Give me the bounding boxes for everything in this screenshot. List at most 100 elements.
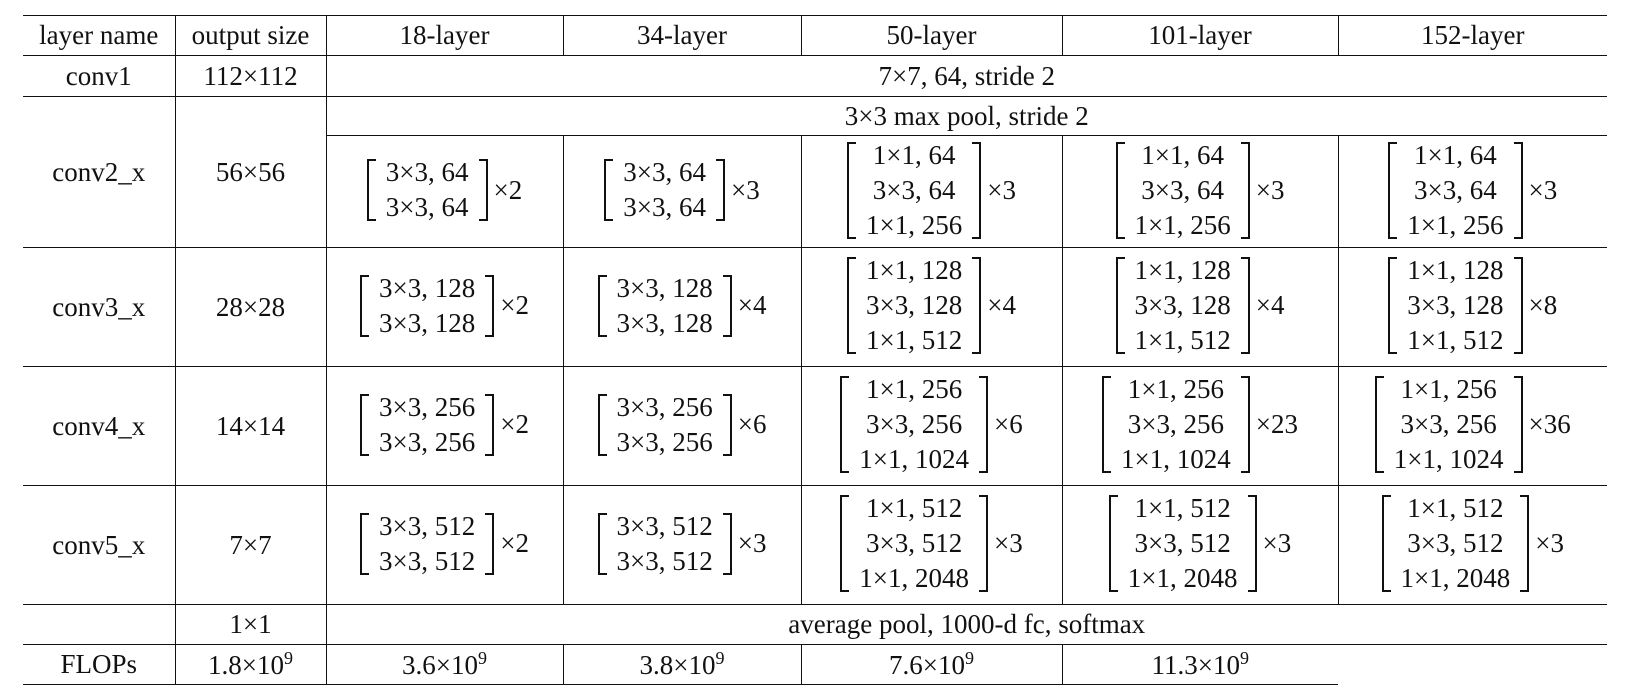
bracket-left [847, 257, 857, 354]
repeat: ×3 [737, 528, 767, 558]
conv-spec: 1×1, 64 [1141, 139, 1224, 170]
conv-spec: 3×3, 512 [866, 528, 963, 558]
flops-base: 3.8×10 [639, 650, 716, 680]
block-lines: 1×1, 256 3×3, 256 1×1, 1024 [1384, 372, 1514, 477]
conv-spec: 3×3, 64 [623, 157, 706, 187]
bracket-left [1115, 257, 1125, 354]
flops-base: 1.8×10 [208, 650, 284, 680]
conv-spec: 3×3, 256 [1127, 409, 1224, 439]
conv-spec: 1×1, 256 [866, 209, 963, 240]
bracket-right [1513, 141, 1523, 239]
conv-spec: 1×1, 512 [1134, 493, 1231, 523]
block: 1×1, 512 3×3, 512 1×1, 2048 ×3 [840, 491, 1023, 596]
conv-spec: 3×3, 64 [872, 174, 956, 205]
block-cell: 1×1, 256 3×3, 256 1×1, 1024 ×23 [1062, 366, 1339, 486]
block-cell: 1×1, 512 3×3, 512 1×1, 2048 ×3 [801, 485, 1063, 605]
flops-base: 3.6×10 [402, 650, 478, 680]
conv-spec: 1×1, 256 [866, 374, 963, 404]
bracket-left [360, 512, 370, 575]
conv-spec: 3×3, 512 [616, 510, 713, 541]
layer-name: conv3_x [23, 247, 176, 367]
conv-spec: 3×3, 512 [379, 510, 476, 541]
conv-spec: 1×1, 2048 [1127, 563, 1238, 593]
table-row: conv5_x 7×7 3×3, 512 3×3, 512 ×2 3×3, 512 3×3,… [23, 485, 1607, 605]
flops-value: 3.8×109 [563, 644, 802, 685]
conv-spec: 3×3, 256 [616, 426, 713, 457]
conv-spec: 1×1, 2048 [1400, 563, 1511, 593]
flops-exponent: 9 [1239, 648, 1249, 668]
layer-name: conv2_x [23, 96, 176, 248]
repeat: ×3 [987, 174, 1016, 205]
block-lines: 1×1, 256 3×3, 256 1×1, 1024 [1111, 372, 1241, 477]
block-cell: 3×3, 64 3×3, 64 ×2 [326, 135, 564, 248]
conv-spec: 1×1, 2048 [859, 563, 969, 593]
bracket-left [1374, 376, 1384, 473]
conv-spec: 3×3, 128 [379, 272, 476, 303]
bracket-right [485, 274, 495, 337]
block-cell: 1×1, 64 3×3, 64 1×1, 256 ×3 [1338, 135, 1607, 248]
output-size: 112×112 [175, 55, 327, 97]
repeat: ×3 [1262, 528, 1292, 558]
block-lines: 1×1, 64 3×3, 64 1×1, 256 [1125, 138, 1241, 243]
block-lines: 1×1, 512 3×3, 512 1×1, 2048 [1118, 491, 1248, 596]
bracket-left [840, 495, 850, 592]
repeat: ×4 [987, 290, 1016, 320]
block-cell: 1×1, 128 3×3, 128 1×1, 512 ×8 [1338, 247, 1607, 367]
bracket-left [1102, 376, 1112, 473]
conv-spec: 3×3, 256 [866, 409, 963, 439]
block-cell: 3×3, 128 3×3, 128 ×2 [326, 247, 564, 367]
flops-value: 3.6×109 [326, 644, 564, 685]
table-row: conv4_x 14×14 3×3, 256 3×3, 256 ×2 3×3, 256 3×… [23, 366, 1607, 486]
output-size: 7×7 [175, 485, 327, 605]
block: 3×3, 512 3×3, 512 ×2 [360, 509, 529, 579]
layer-name: conv5_x [23, 485, 176, 605]
conv-spec: 1×1, 64 [1414, 139, 1497, 170]
bracket-left [1388, 257, 1398, 354]
conv-spec: 1×1, 1024 [1393, 444, 1504, 474]
flops-exponent: 9 [283, 648, 293, 668]
bracket-right [1240, 257, 1250, 354]
table-row: layer name output size 18-layer 34-layer 50-… [23, 15, 1607, 56]
column-header: output size [175, 15, 327, 56]
block-lines: 1×1, 256 3×3, 256 1×1, 1024 [849, 372, 979, 477]
block-lines: 3×3, 64 3×3, 64 [376, 155, 479, 225]
conv-spec: 3×3, 128 [616, 272, 713, 303]
conv-spec: 3×3, 512 [1134, 528, 1231, 558]
conv-spec: 3×3, 64 [385, 192, 469, 222]
block-cell: 3×3, 64 3×3, 64 ×3 [563, 135, 802, 248]
flops-value: 1.8×109 [175, 644, 327, 685]
conv-spec: 1×1, 64 [872, 139, 956, 170]
table-row: conv3_x 28×28 3×3, 128 3×3, 128 ×2 3×3, 128 3×… [23, 247, 1607, 367]
bracket-left [1388, 141, 1398, 239]
bracket-right [722, 274, 732, 337]
block-lines: 1×1, 128 3×3, 128 1×1, 512 [1125, 253, 1241, 358]
block-cell: 1×1, 128 3×3, 128 1×1, 512 ×4 [801, 247, 1063, 367]
bracket-left [1115, 141, 1125, 239]
block: 3×3, 64 3×3, 64 ×3 [604, 155, 760, 225]
flops-value: 11.3×109 [1062, 644, 1338, 685]
column-header: 152-layer [1338, 15, 1607, 56]
flops-value: 7.6×109 [801, 644, 1063, 685]
bracket-left [1381, 495, 1391, 592]
table-row: 1×1 average pool, 1000-d fc, softmax [23, 604, 1607, 645]
block-cell: 1×1, 256 3×3, 256 1×1, 1024 ×6 [801, 366, 1063, 486]
conv-spec: 3×3, 256 [1400, 409, 1497, 439]
block: 1×1, 256 3×3, 256 1×1, 1024 ×6 [840, 372, 1023, 477]
block-lines: 3×3, 512 3×3, 512 [369, 509, 485, 579]
block-cell: 1×1, 128 3×3, 128 1×1, 512 ×4 [1062, 247, 1339, 367]
conv-spec: 3×3, 128 [866, 290, 963, 320]
block: 1×1, 256 3×3, 256 1×1, 1024 ×36 [1374, 372, 1571, 477]
output-size: 28×28 [175, 247, 327, 367]
bracket-right [1240, 141, 1250, 239]
conv-spec: 3×3, 512 [1407, 528, 1504, 558]
conv-spec: 1×1, 256 [1407, 209, 1504, 240]
bracket-left [366, 159, 376, 221]
bracket-right [972, 141, 982, 239]
block-lines: 1×1, 128 3×3, 128 1×1, 512 [856, 253, 972, 358]
bracket-right [485, 512, 495, 575]
table-row: FLOPs 1.8×109 3.6×109 3.8×109 7.6×109 11.3×10… [23, 644, 1607, 685]
bracket-left [597, 274, 607, 337]
repeat: ×6 [994, 409, 1023, 439]
flops-base: 7.6×10 [889, 650, 965, 680]
conv-spec: 3×3, 512 [616, 545, 713, 576]
